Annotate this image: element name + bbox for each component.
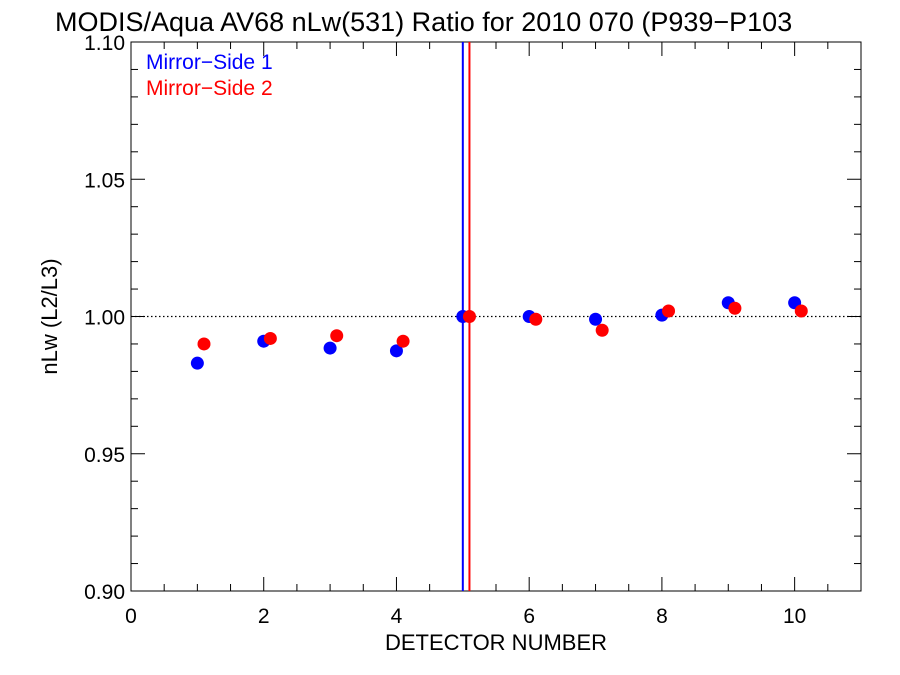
data-point-series-2 <box>396 334 410 348</box>
plot-area <box>130 41 862 592</box>
data-point-series-2 <box>595 323 609 337</box>
y-tick-label: 1.10 <box>84 32 125 55</box>
x-tick-label: 6 <box>523 605 535 628</box>
x-tick-label: 2 <box>258 605 270 628</box>
data-point-series-1 <box>190 356 204 370</box>
x-tick-label: 0 <box>125 605 137 628</box>
y-axis-label: nLw (L2/L3) <box>37 258 62 374</box>
data-point-series-2 <box>330 329 344 343</box>
data-point-series-2 <box>662 304 676 318</box>
chart-text: 0.90 0.95 1.00 1.05 1.10 0 2 4 6 8 10 Mirror−Side 1… <box>37 7 806 655</box>
data-marks <box>190 296 808 370</box>
y-tick-label: 0.90 <box>84 581 125 604</box>
x-tick-label: 4 <box>391 605 403 628</box>
data-point-series-2 <box>462 310 476 323</box>
x-tick-label: 8 <box>656 605 668 628</box>
data-point-series-2 <box>197 337 211 351</box>
legend-entry: Mirror−Side 2 <box>146 77 273 100</box>
data-point-series-2 <box>529 312 543 326</box>
data-point-series-1 <box>589 312 603 326</box>
data-point-series-1 <box>323 341 337 355</box>
data-point-series-2 <box>728 301 742 315</box>
y-tick-label: 1.00 <box>84 307 125 330</box>
y-tick-label: 0.95 <box>84 444 125 467</box>
x-tick-label: 10 <box>783 605 806 628</box>
chart-title: MODIS/Aqua AV68 nLw(531) Ratio for 2010 … <box>55 7 792 37</box>
y-tick-label: 1.05 <box>84 169 125 192</box>
data-point-series-2 <box>794 304 808 318</box>
legend-entry: Mirror−Side 1 <box>146 51 273 74</box>
data-point-series-2 <box>263 331 277 345</box>
data-point-series-1 <box>389 344 403 358</box>
x-axis-label: DETECTOR NUMBER <box>385 630 607 655</box>
